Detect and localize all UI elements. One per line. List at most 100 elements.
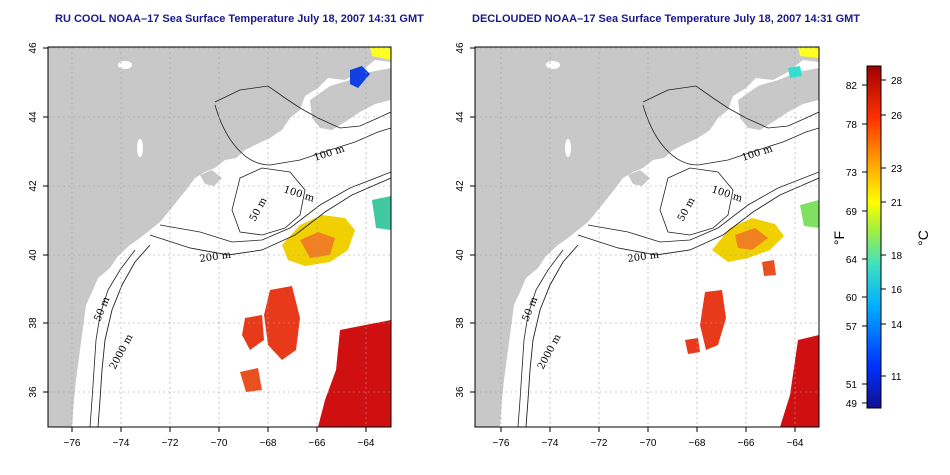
left-map-x-tick-label: −68 (260, 438, 277, 449)
colorbar-fahrenheit-label: °F (831, 231, 847, 245)
left-map-cape-cod (200, 170, 222, 186)
left-map-x-tick-label: −72 (162, 438, 179, 449)
colorbar-c-tick-label: 11 (891, 372, 902, 383)
right-map-sst-patch (800, 200, 819, 228)
right-map-sst-patch (762, 260, 776, 276)
left-map-y-tick-label: 42 (28, 180, 39, 192)
colorbar-f-tick-label: 69 (846, 207, 858, 218)
left-map-land (48, 47, 391, 427)
left-map-contour (231, 167, 306, 236)
left-map-sst-patch (318, 320, 391, 427)
left-map-contour (97, 244, 151, 427)
colorbar-f-tick-label: 64 (846, 255, 858, 266)
left-map-title: RU COOL NOAA–17 Sea Surface Temperature … (55, 13, 424, 25)
left-map-sst-patch (370, 47, 391, 60)
colorbar-gradient (866, 65, 882, 409)
left-map-nova-scotia (310, 68, 391, 130)
left-map-lake (118, 61, 132, 69)
right-map-nova-scotia (738, 68, 819, 130)
left-map-sst-patch (300, 232, 335, 258)
right-map-x-tick-label: −76 (493, 438, 510, 449)
left-map-grid (48, 47, 391, 427)
colorbar-c-tick-label: 28 (891, 76, 903, 87)
right-map-sst-patch (735, 228, 768, 250)
colorbar-f-tick-label: 60 (846, 293, 858, 304)
left-map-y-tick-label: 44 (28, 111, 39, 123)
right-map-x-tick-label: −74 (542, 438, 559, 449)
right-map-contour (525, 244, 579, 427)
colorbar-c-tick-label: 21 (891, 198, 903, 209)
colorbar-c-ticks (881, 79, 886, 377)
right-map-y-tick-label: 44 (455, 111, 466, 123)
colorbar-f-tick-label: 78 (846, 120, 858, 131)
left-map-sst-patch (350, 66, 370, 88)
left-map-contour (89, 249, 136, 427)
colorbar-c-tick-label: 16 (891, 285, 903, 296)
right-map-contour (642, 104, 819, 166)
left-map-x-tick-label: −66 (309, 438, 326, 449)
colorbar-f-tick-label: 73 (846, 168, 858, 179)
colorbar-f-tick-label: 82 (846, 81, 858, 92)
left-map-x-tick-label: −64 (358, 438, 375, 449)
right-map-sst-patch (798, 47, 819, 58)
left-map-y-tick-label: 46 (28, 42, 39, 54)
left-map-y-tick-label: 36 (28, 386, 39, 398)
left-map-y-ticks (43, 47, 48, 393)
right-map-lake (565, 139, 571, 157)
right-map-sst-patch (700, 290, 726, 350)
right-map-x-tick-label: −68 (689, 438, 706, 449)
colorbar-c-tick-label: 23 (891, 164, 903, 175)
colorbar-c-tick-label: 14 (891, 320, 903, 331)
right-map-contour-label: 200 m (627, 250, 660, 265)
right-map-sst-patch (780, 335, 819, 427)
left-map-contour (159, 171, 391, 243)
right-map-frame (474, 46, 820, 428)
right-map-x-tick-label: −66 (738, 438, 755, 449)
left-map-x-tick-label: −76 (64, 438, 81, 449)
left-map-contour (214, 104, 391, 166)
colorbar-celsius-label: °C (915, 230, 931, 246)
right-map-y-tick-label: 36 (455, 386, 466, 398)
left-map-y-tick-label: 38 (28, 317, 39, 329)
right-map-grid (475, 47, 819, 427)
right-map-sst-patch (685, 338, 700, 354)
colorbar-f-tick-label: 51 (846, 380, 858, 391)
right-map-contour (659, 167, 734, 236)
left-map-sst-patch (264, 286, 300, 360)
right-map-x-tick-label: −70 (640, 438, 657, 449)
right-map-y-tick-label: 40 (455, 249, 466, 261)
left-map-contour (214, 85, 391, 129)
right-map-x-ticks (500, 427, 796, 432)
left-map-x-ticks (71, 427, 367, 432)
left-map-lake (137, 139, 143, 157)
right-map-contour (517, 249, 564, 427)
right-map-y-tick-label: 42 (455, 180, 466, 192)
left-map-y-tick-label: 40 (28, 249, 39, 261)
right-map-y-tick-label: 46 (455, 42, 466, 54)
colorbar-c-tick-label: 26 (891, 111, 903, 122)
colorbar-f-ticks (862, 84, 867, 404)
left-map-sst-patch (242, 315, 264, 350)
right-map: DECLOUDED NOAA–17 Sea Surface Temperatur… (455, 13, 860, 449)
left-map-x-tick-label: −70 (211, 438, 228, 449)
colorbar-f-tick-label: 57 (846, 322, 858, 333)
right-map-land (475, 47, 819, 427)
left-map-sst-patch (240, 368, 262, 392)
colorbar-f-tick-label: 49 (846, 399, 858, 410)
right-map-contour (587, 171, 819, 243)
right-map-y-tick-label: 38 (455, 317, 466, 329)
right-map-x-tick-label: −64 (787, 438, 804, 449)
left-map: RU COOL NOAA–17 Sea Surface Temperature … (28, 13, 424, 449)
right-map-lake (546, 61, 560, 69)
left-map-contour-label: 200 m (199, 250, 232, 265)
right-map-contour (577, 177, 819, 256)
right-map-x-tick-label: −72 (591, 438, 608, 449)
right-map-y-ticks (470, 47, 475, 393)
left-map-contour (149, 177, 391, 256)
colorbar-c-tick-label: 18 (891, 251, 903, 262)
right-map-cape-cod (628, 170, 650, 186)
left-map-sst-patch (372, 196, 391, 230)
right-map-title: DECLOUDED NOAA–17 Sea Surface Temperatur… (472, 13, 860, 25)
right-map-contour (642, 85, 819, 129)
